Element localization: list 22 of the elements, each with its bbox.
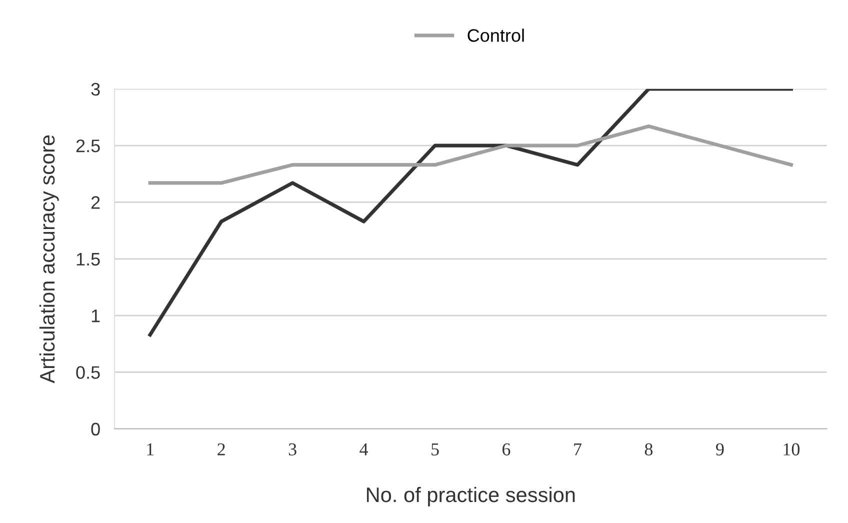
x-tick-label: 7 xyxy=(574,443,582,456)
x-tick-label: 1 xyxy=(147,443,154,456)
x-tick-label: 5 xyxy=(432,443,439,456)
x-tick-label: 6 xyxy=(502,443,510,456)
x-tick-label: 4 xyxy=(360,443,368,456)
y-tick-label: 1.5 xyxy=(76,253,100,266)
y-tick-label: 3 xyxy=(91,82,100,96)
x-tick-label: 10 xyxy=(784,443,800,456)
legend-label: Control xyxy=(468,28,524,42)
line-series xyxy=(148,124,793,185)
y-tick-label: 2.5 xyxy=(76,140,100,152)
x-tick-label: 9 xyxy=(716,443,724,456)
y-tick-label: 1 xyxy=(92,310,100,322)
y-tick-label: 2 xyxy=(91,196,100,209)
y-tick-label: 0 xyxy=(91,422,100,436)
x-tick-label: 3 xyxy=(288,443,296,456)
line-series xyxy=(148,88,793,337)
x-tick-label: 8 xyxy=(644,443,653,456)
y-tick-label: 0.5 xyxy=(76,366,100,379)
x-tick-label: 2 xyxy=(218,443,225,456)
x-axis-title: No. of practice session xyxy=(366,486,575,506)
y-axis-title: Articulation accuracy score xyxy=(39,135,59,384)
